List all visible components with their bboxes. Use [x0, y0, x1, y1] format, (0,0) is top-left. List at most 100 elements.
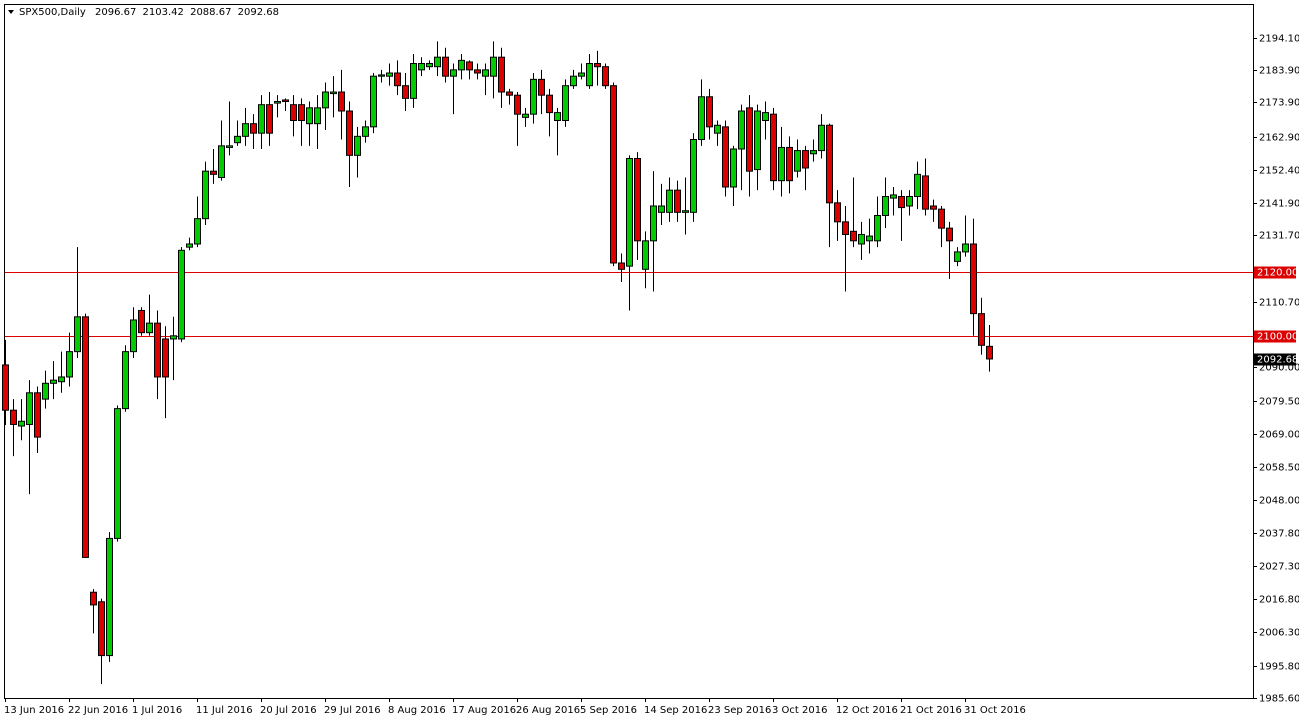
candle-body: [98, 601, 105, 657]
candle-body: [322, 91, 329, 109]
candle-body: [82, 316, 89, 558]
candle-body: [130, 319, 137, 353]
candle-body: [114, 408, 121, 539]
candle-body: [34, 392, 41, 438]
candle-body: [282, 99, 289, 103]
candle-body: [634, 158, 641, 242]
candle-body: [498, 56, 505, 93]
x-tick-label: 11 Jul 2016: [196, 705, 253, 716]
candle-body: [250, 123, 257, 134]
header-low: 2088.67: [190, 7, 231, 18]
x-tick-label: 21 Oct 2016: [900, 705, 962, 716]
x-tick-label: 5 Sep 2016: [580, 705, 637, 716]
candle-body: [578, 72, 585, 77]
candle-body: [978, 313, 985, 346]
x-tick-label: 22 Jun 2016: [68, 705, 128, 716]
candle-body: [338, 91, 345, 112]
candle-body: [466, 61, 473, 71]
candle-body: [930, 205, 937, 210]
candle-body: [146, 322, 153, 334]
candle-body: [650, 205, 657, 242]
x-tick-label: 3 Oct 2016: [772, 705, 827, 716]
menu-arrow[interactable]: [8, 10, 14, 14]
y-tick-label: 2069.00: [1259, 430, 1299, 441]
y-tick-label: 1995.80: [1259, 662, 1299, 673]
horizontal-line-label: 2100.00: [1257, 332, 1298, 343]
y-tick-label: 2079.50: [1259, 397, 1299, 408]
candle-body: [18, 420, 25, 427]
candle-body: [722, 126, 729, 188]
y-tick-label: 2152.40: [1259, 166, 1299, 177]
candle-body: [786, 146, 793, 182]
price-tag-label: 2092.68: [1257, 355, 1298, 366]
candle-body: [74, 316, 81, 353]
candle-body: [738, 110, 745, 150]
candle-body: [666, 189, 673, 213]
x-tick-label: 20 Jul 2016: [260, 705, 317, 716]
candle-body: [610, 85, 617, 264]
candle-body: [850, 230, 857, 242]
candle-body: [794, 150, 801, 172]
plot-frame: [4, 4, 1254, 699]
candle-body: [314, 107, 321, 125]
candle-body: [202, 170, 209, 220]
horizontal-line-tag: [1254, 266, 1296, 279]
y-tick-label: 2006.30: [1259, 628, 1299, 639]
candle-body: [522, 113, 529, 118]
candle-body: [10, 409, 17, 425]
candle-body: [658, 205, 665, 213]
y-tick-label: 2037.80: [1259, 529, 1299, 540]
x-tick-label: 29 Jul 2016: [324, 705, 381, 716]
x-tick-label: 12 Oct 2016: [836, 705, 898, 716]
candle-body: [946, 227, 953, 242]
candle-body: [538, 78, 545, 96]
x-tick-label: 26 Aug 2016: [516, 705, 580, 716]
candle-body: [434, 56, 441, 68]
candle-body: [274, 101, 281, 104]
candle-body: [226, 145, 233, 148]
candle-body: [154, 322, 161, 378]
y-tick-label: 2110.70: [1259, 298, 1299, 309]
candle-body: [810, 150, 817, 155]
y-tick-label: 2194.10: [1259, 34, 1299, 45]
candle-body: [458, 59, 465, 71]
candle-body: [602, 66, 609, 87]
candle-body: [642, 240, 649, 270]
candle-body: [370, 75, 377, 128]
candle-body: [586, 63, 593, 87]
candle-body: [90, 591, 97, 606]
candle-body: [306, 107, 313, 125]
candle-body: [842, 221, 849, 235]
header-close: 2092.68: [238, 7, 279, 18]
candle-body: [346, 110, 353, 156]
candle-body: [394, 72, 401, 87]
candle-body: [354, 135, 361, 156]
x-tick-label: 8 Aug 2016: [388, 705, 446, 716]
candle-body: [266, 104, 273, 134]
candle-body: [450, 69, 457, 77]
x-tick-label: 23 Sep 2016: [708, 705, 771, 716]
candle-body: [234, 135, 241, 144]
x-tick-label: 14 Sep 2016: [644, 705, 707, 716]
candle-body: [290, 104, 297, 122]
candle-body: [954, 251, 961, 262]
y-tick-label: 2058.50: [1259, 463, 1299, 474]
candle-body: [938, 208, 945, 229]
candle-body: [834, 202, 841, 223]
candle-body: [818, 124, 825, 152]
candle-body: [66, 351, 73, 378]
candle-body: [442, 56, 449, 77]
candle-body: [898, 195, 905, 209]
candle-body: [122, 351, 129, 410]
candle-body: [698, 96, 705, 141]
candle-body: [530, 78, 537, 115]
header-open: 2096.67: [95, 7, 136, 18]
candle-body: [690, 139, 697, 213]
candle-body: [2, 364, 9, 411]
candle-body: [210, 170, 217, 175]
candle-body: [386, 72, 393, 77]
candle-body: [410, 63, 417, 99]
x-tick-label: 31 Oct 2016: [964, 705, 1026, 716]
